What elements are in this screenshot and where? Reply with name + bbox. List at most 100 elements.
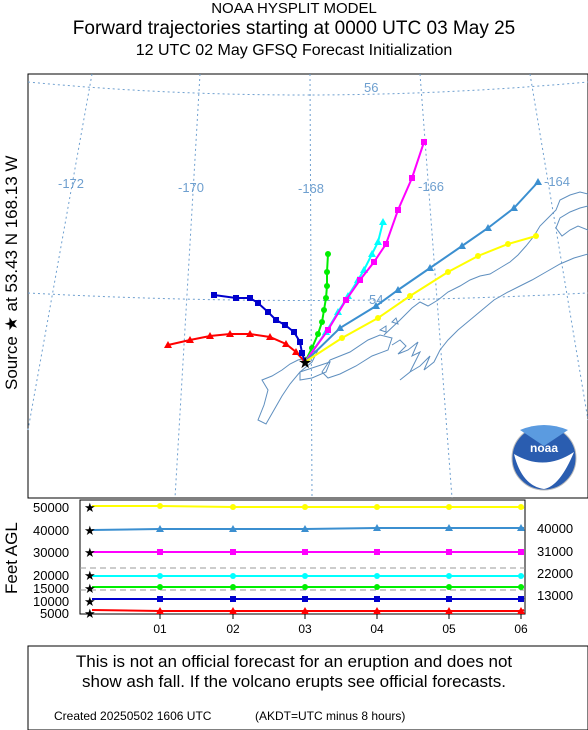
profile-green-point-2 [230,584,236,590]
profile-blue-point-3 [302,596,308,602]
lon-label-170: -170 [178,180,204,195]
profile-magenta-point-2 [230,549,236,555]
noaa-logo-text: noaa [530,441,558,455]
profile-tick-40000: 40000 [33,523,69,538]
profile-cyan-point-1 [157,573,163,579]
trajectory-yellow-point-1 [339,335,345,341]
profile-right-40000: 40000 [537,521,573,536]
source-location-label: Source ★ at 53.43 N 168.13 W [2,155,21,390]
time-tick-06: 06 [514,622,528,636]
created-timestamp: Created 20250502 1606 UTC [54,709,212,723]
profile-yellow-point-3 [302,504,308,510]
longitude-line-164 [529,73,588,421]
trajectory-red [167,333,306,363]
trajectory-yellow-point-2 [375,315,381,321]
longitude-line-168 [309,73,313,499]
coastline [257,191,588,425]
profile-steelblue-point-4 [373,524,381,531]
noaa-logo-wave [514,452,574,489]
trajectory-red-point-1 [292,348,300,355]
trajectory-red-point-6 [206,332,214,339]
profile-steelblue-point-6 [517,524,525,531]
trajectory-green-point-5 [323,295,329,301]
profile-star-10000: ★ [84,594,96,609]
profile-right-13000: 13000 [537,588,573,603]
profile-right-22000: 22000 [537,566,573,581]
profile-green-point-5 [446,584,452,590]
profile-yellow-point-6 [518,504,524,510]
trajectory-blue-point-10 [211,292,217,298]
initialization-subtitle: 12 UTC 02 May GFSQ Forecast Initializati… [135,42,453,59]
profile-right-31000: 31000 [537,544,573,559]
profile-red-point-4 [373,607,381,614]
trajectory-magenta-point-5 [383,241,389,247]
trajectory-red-point-5 [226,330,234,337]
trajectory-green-point-4 [321,307,327,313]
source-star-icon: ★ [298,355,312,372]
profile-magenta-point-5 [446,549,452,555]
trajectory-yellow-point-4 [445,269,451,275]
trajectory-green-point-6 [324,283,330,289]
lon-label-166: -166 [418,179,444,194]
profile-cyan-point-3 [302,573,308,579]
trajectory-lines [164,139,542,363]
trajectory-red-point-7 [186,336,194,343]
profile-red-point-3 [301,607,309,614]
trajectory-blue-point-9 [233,295,239,301]
trajectory-green-point-3 [319,319,325,325]
latitude-line-56 [27,81,588,96]
time-tick-05: 05 [442,622,456,636]
trajectory-magenta-point-6 [395,207,401,213]
trajectory-steelblue-point-8 [534,178,542,185]
profile-magenta-point-6 [518,549,524,555]
trajectory-blue-point-7 [255,300,261,306]
profile-series [91,503,525,614]
trajectory-steelblue-point-6 [484,224,492,231]
profile-tick-20000: 20000 [33,568,69,583]
profile-magenta-point-4 [374,549,380,555]
longitude-line-172 [27,73,93,431]
profile-red-point-5 [445,607,453,614]
profile-red-point-1 [156,607,164,614]
time-tick-04: 04 [370,622,384,636]
umnak-island [299,361,331,381]
lat-label-56: 56 [364,80,378,95]
profile-blue-point-6 [518,596,524,602]
profile-tick-30000: 30000 [33,545,69,560]
profile-tick-15000: 15000 [33,581,69,596]
timezone-note: (AKDT=UTC minus 8 hours) [255,709,406,723]
profile-magenta-point-1 [157,549,163,555]
profile-y-axis-label: Feet AGL [2,522,21,594]
trajectory-magenta [304,141,425,363]
trajectory-steelblue-point-4 [426,264,434,271]
profile-line-steelblue [91,527,524,531]
trajectory-yellow [304,235,537,363]
profile-tick-50000: 50000 [33,500,69,515]
trajectory-blue-point-8 [247,295,253,301]
unimak-island [321,334,393,379]
trajectory-magenta-point-2 [343,297,349,303]
profile-cyan-point-5 [446,573,452,579]
trajectory-blue-point-4 [282,322,288,328]
trajectory-blue-point-1 [299,350,305,356]
trajectory-blue-point-6 [265,309,271,315]
disclaimer-line-2: show ash fall. If the volcano erupts see… [82,672,506,691]
time-tick-03: 03 [298,622,312,636]
trajectory-magenta-point-8 [421,139,427,145]
profile-tick-5000: 5000 [40,606,69,621]
trajectory-yellow-point-6 [505,241,511,247]
profile-blue-point-5 [446,596,452,602]
lon-label-168: -168 [298,181,324,196]
profile-yellow-point-4 [374,504,380,510]
unalaska-island [257,349,319,425]
trajectory-blue-point-3 [291,329,297,335]
trajectory-red-point-4 [246,330,254,337]
trajectory-title: Forward trajectories starting at 0000 UT… [72,18,516,39]
profile-line-red [91,609,525,612]
profile-yellow-point-1 [157,503,163,509]
peninsula-south-coast [391,253,588,381]
profile-steelblue-point-1 [156,525,164,532]
profile-steelblue-point-5 [445,524,453,531]
profile-star-20000: ★ [84,568,96,583]
